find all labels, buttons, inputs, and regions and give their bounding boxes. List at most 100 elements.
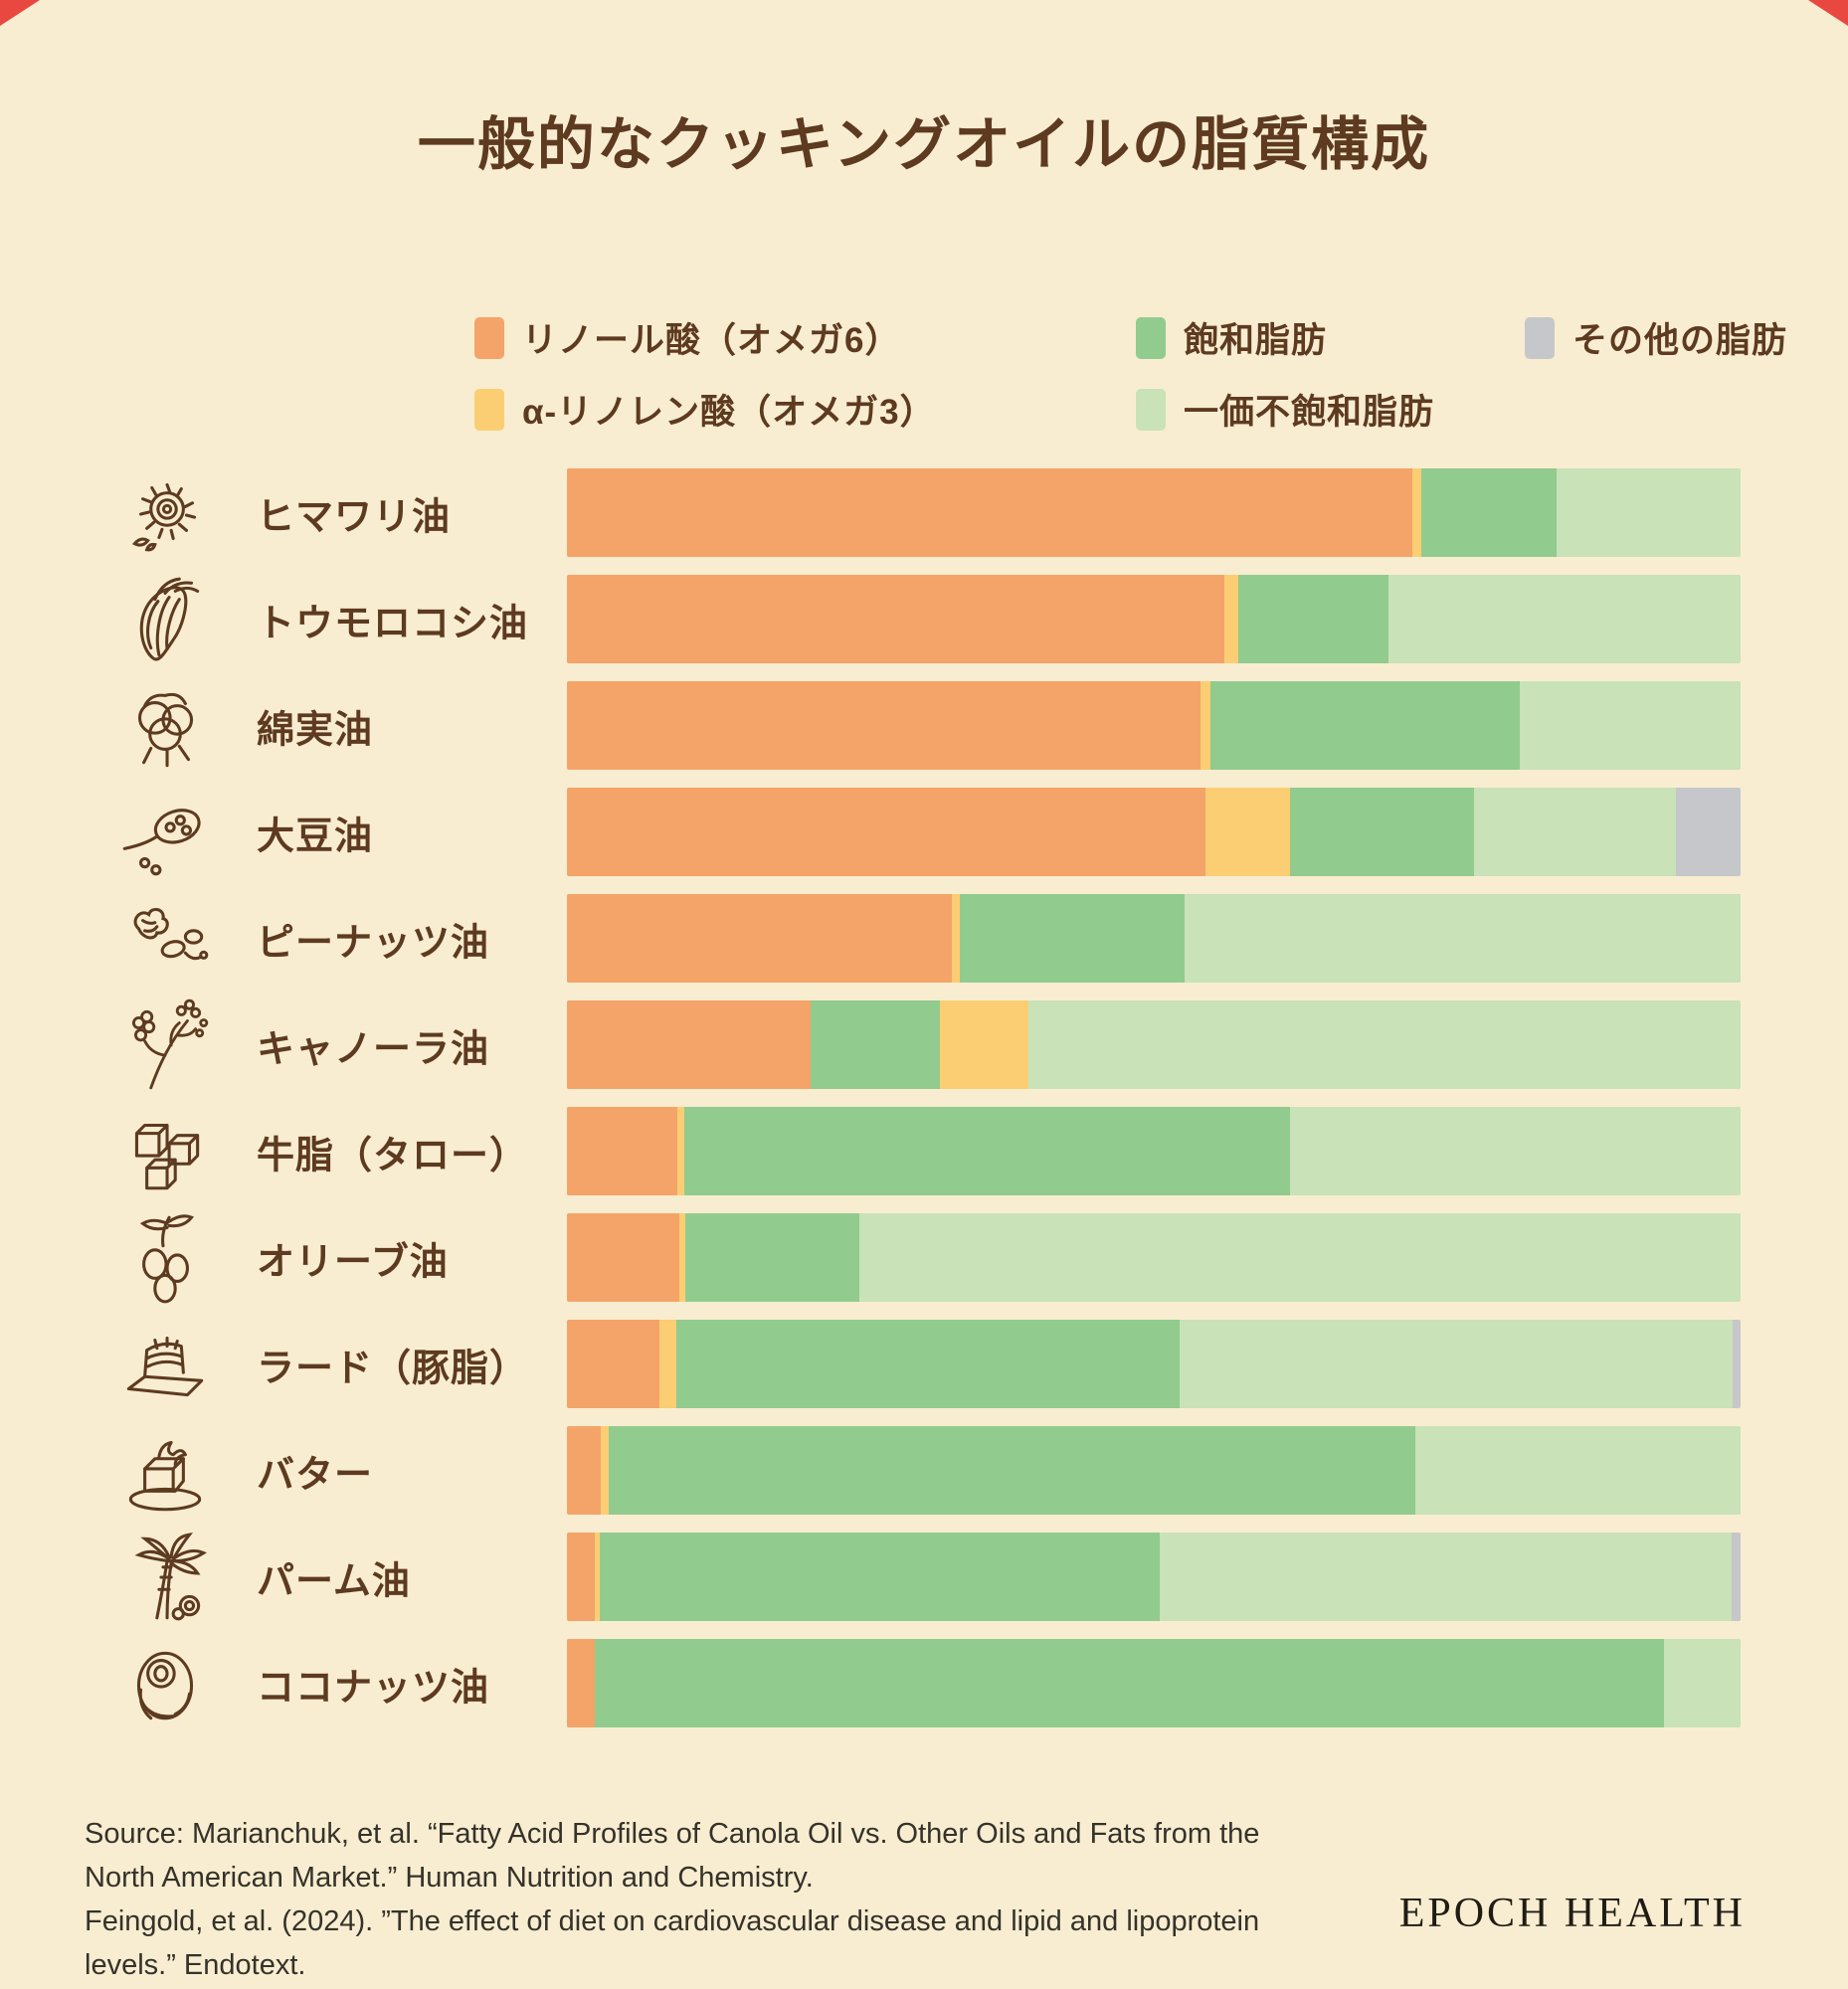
cotton-icon [111, 675, 219, 777]
stacked-bar [567, 1426, 1741, 1515]
segment-other [1731, 1533, 1741, 1621]
segment-mono [1556, 468, 1741, 557]
segment-omega6 [567, 575, 1224, 663]
legend-label: α-リノレン酸（オメガ3） [522, 393, 936, 432]
segment-sat [1421, 468, 1557, 557]
oil-label: 大豆油 [257, 815, 374, 857]
segment-mono [1159, 1533, 1732, 1621]
source-note: Source: Marianchuk, et al. “Fatty Acid P… [85, 1812, 1259, 1987]
stacked-bar [567, 1639, 1741, 1727]
source-line: North American Market.” Human Nutrition … [85, 1862, 814, 1895]
page-title: 一般的なクッキングオイルの脂質構成 [417, 112, 1431, 177]
segment-mono [1289, 1107, 1741, 1195]
segment-sat [960, 894, 1185, 983]
oil-label: トウモロコシ油 [257, 603, 529, 644]
segment-mono [1520, 681, 1741, 770]
segment-sat [675, 1320, 1180, 1408]
oil-row-lard: ラード（豚脂） [0, 1311, 1848, 1417]
segment-sat [1237, 575, 1388, 663]
segment-sat [1209, 681, 1521, 770]
oil-label: ピーナッツ油 [257, 922, 490, 964]
other-swatch-icon [1525, 316, 1555, 359]
oil-row-olive: オリーブ油 [0, 1204, 1848, 1311]
oil-label: ヒマワリ油 [257, 496, 452, 538]
segment-omega3 [679, 1213, 686, 1302]
segment-mono [1474, 788, 1677, 876]
source-line: Feingold, et al. (2024). ”The effect of … [85, 1905, 1260, 1938]
segment-omega6 [567, 468, 1412, 557]
stacked-bar [567, 681, 1741, 770]
stacked-bar [567, 1213, 1741, 1302]
segment-omega6 [567, 1107, 677, 1195]
segment-omega3 [952, 894, 961, 983]
segment-omega6 [567, 681, 1201, 770]
legend-item-omega3: α-リノレン酸（オメガ3） [474, 384, 1136, 435]
corner-mark-right [1808, 0, 1848, 26]
segment-omega6 [567, 1320, 660, 1408]
stacked-bar [567, 1320, 1741, 1408]
segment-mono [1179, 1320, 1733, 1408]
soybean-icon [111, 782, 219, 883]
mono-swatch-icon [1136, 388, 1166, 431]
segment-omega6 [567, 1213, 680, 1302]
oil-row-canola: キャノーラ油 [0, 992, 1848, 1098]
stacked-bar [567, 575, 1741, 663]
legend-label: 一価不飽和脂肪 [1184, 393, 1435, 432]
segment-omega3 [940, 1000, 1028, 1089]
sat-swatch-icon [1136, 316, 1166, 359]
source-line: levels.” Endotext. [85, 1949, 306, 1982]
segment-omega3 [1204, 788, 1290, 876]
oil-row-cotton: 綿実油 [0, 672, 1848, 779]
oil-row-coconut: ココナッツ油 [0, 1630, 1848, 1736]
segment-omega6 [567, 1639, 596, 1727]
chart-rows: ヒマワリ油トウモロコシ油綿実油大豆油ピーナッツ油 キャノーラ油 牛脂（タロー） オリー… [0, 459, 1848, 1736]
segment-other [1676, 788, 1741, 876]
peanut-icon [111, 888, 219, 990]
legend-item-sat: 飽和脂肪 [1136, 312, 1525, 363]
legend-label: 飽和脂肪 [1184, 321, 1328, 360]
segment-sat [685, 1213, 859, 1302]
omega3-swatch-icon [474, 388, 504, 431]
oil-row-tallow: 牛脂（タロー） [0, 1098, 1848, 1204]
oil-label: ココナッツ油 [257, 1667, 490, 1709]
legend-row: α-リノレン酸（オメガ3） 一価不飽和脂肪 [474, 384, 1787, 435]
segment-mono [858, 1213, 1741, 1302]
oil-row-palm: パーム油 [0, 1524, 1848, 1630]
oil-row-peanut: ピーナッツ油 [0, 885, 1848, 992]
segment-omega6 [567, 1426, 602, 1515]
legend-item-mono: 一価不飽和脂肪 [1136, 384, 1525, 435]
omega6-swatch-icon [474, 316, 504, 359]
palm-icon [111, 1527, 219, 1628]
sunflower-icon [111, 462, 219, 564]
oil-label: 牛脂（タロー） [257, 1135, 529, 1176]
stacked-bar [567, 1533, 1741, 1621]
stacked-bar [567, 894, 1741, 983]
lard-icon [111, 1314, 219, 1415]
stacked-bar [567, 1107, 1741, 1195]
corner-mark-left [0, 0, 40, 26]
segment-sat [811, 1000, 941, 1089]
stacked-bar [567, 1000, 1741, 1089]
oil-row-soybean: 大豆油 [0, 779, 1848, 885]
segment-mono [1027, 1000, 1741, 1089]
segment-omega6 [567, 1533, 596, 1621]
segment-omega6 [567, 788, 1205, 876]
segment-omega3 [1223, 575, 1238, 663]
segment-sat [595, 1639, 1665, 1727]
canola-icon [111, 994, 219, 1096]
oil-label: キャノーラ油 [257, 1028, 490, 1070]
stacked-bar [567, 788, 1741, 876]
segment-mono [1415, 1426, 1741, 1515]
source-line: Source: Marianchuk, et al. “Fatty Acid P… [85, 1818, 1260, 1850]
legend-label: リノール酸（オメガ6） [522, 321, 901, 360]
segment-omega3 [676, 1107, 684, 1195]
segment-omega6 [567, 1000, 812, 1089]
corn-icon [111, 569, 219, 670]
oil-row-corn: トウモロコシ油 [0, 566, 1848, 672]
oil-label: バター [257, 1454, 374, 1496]
butter-icon [111, 1420, 219, 1522]
segment-sat [1289, 788, 1475, 876]
oil-label: オリーブ油 [257, 1241, 449, 1283]
segment-omega3 [595, 1533, 601, 1621]
segment-omega6 [567, 894, 953, 983]
